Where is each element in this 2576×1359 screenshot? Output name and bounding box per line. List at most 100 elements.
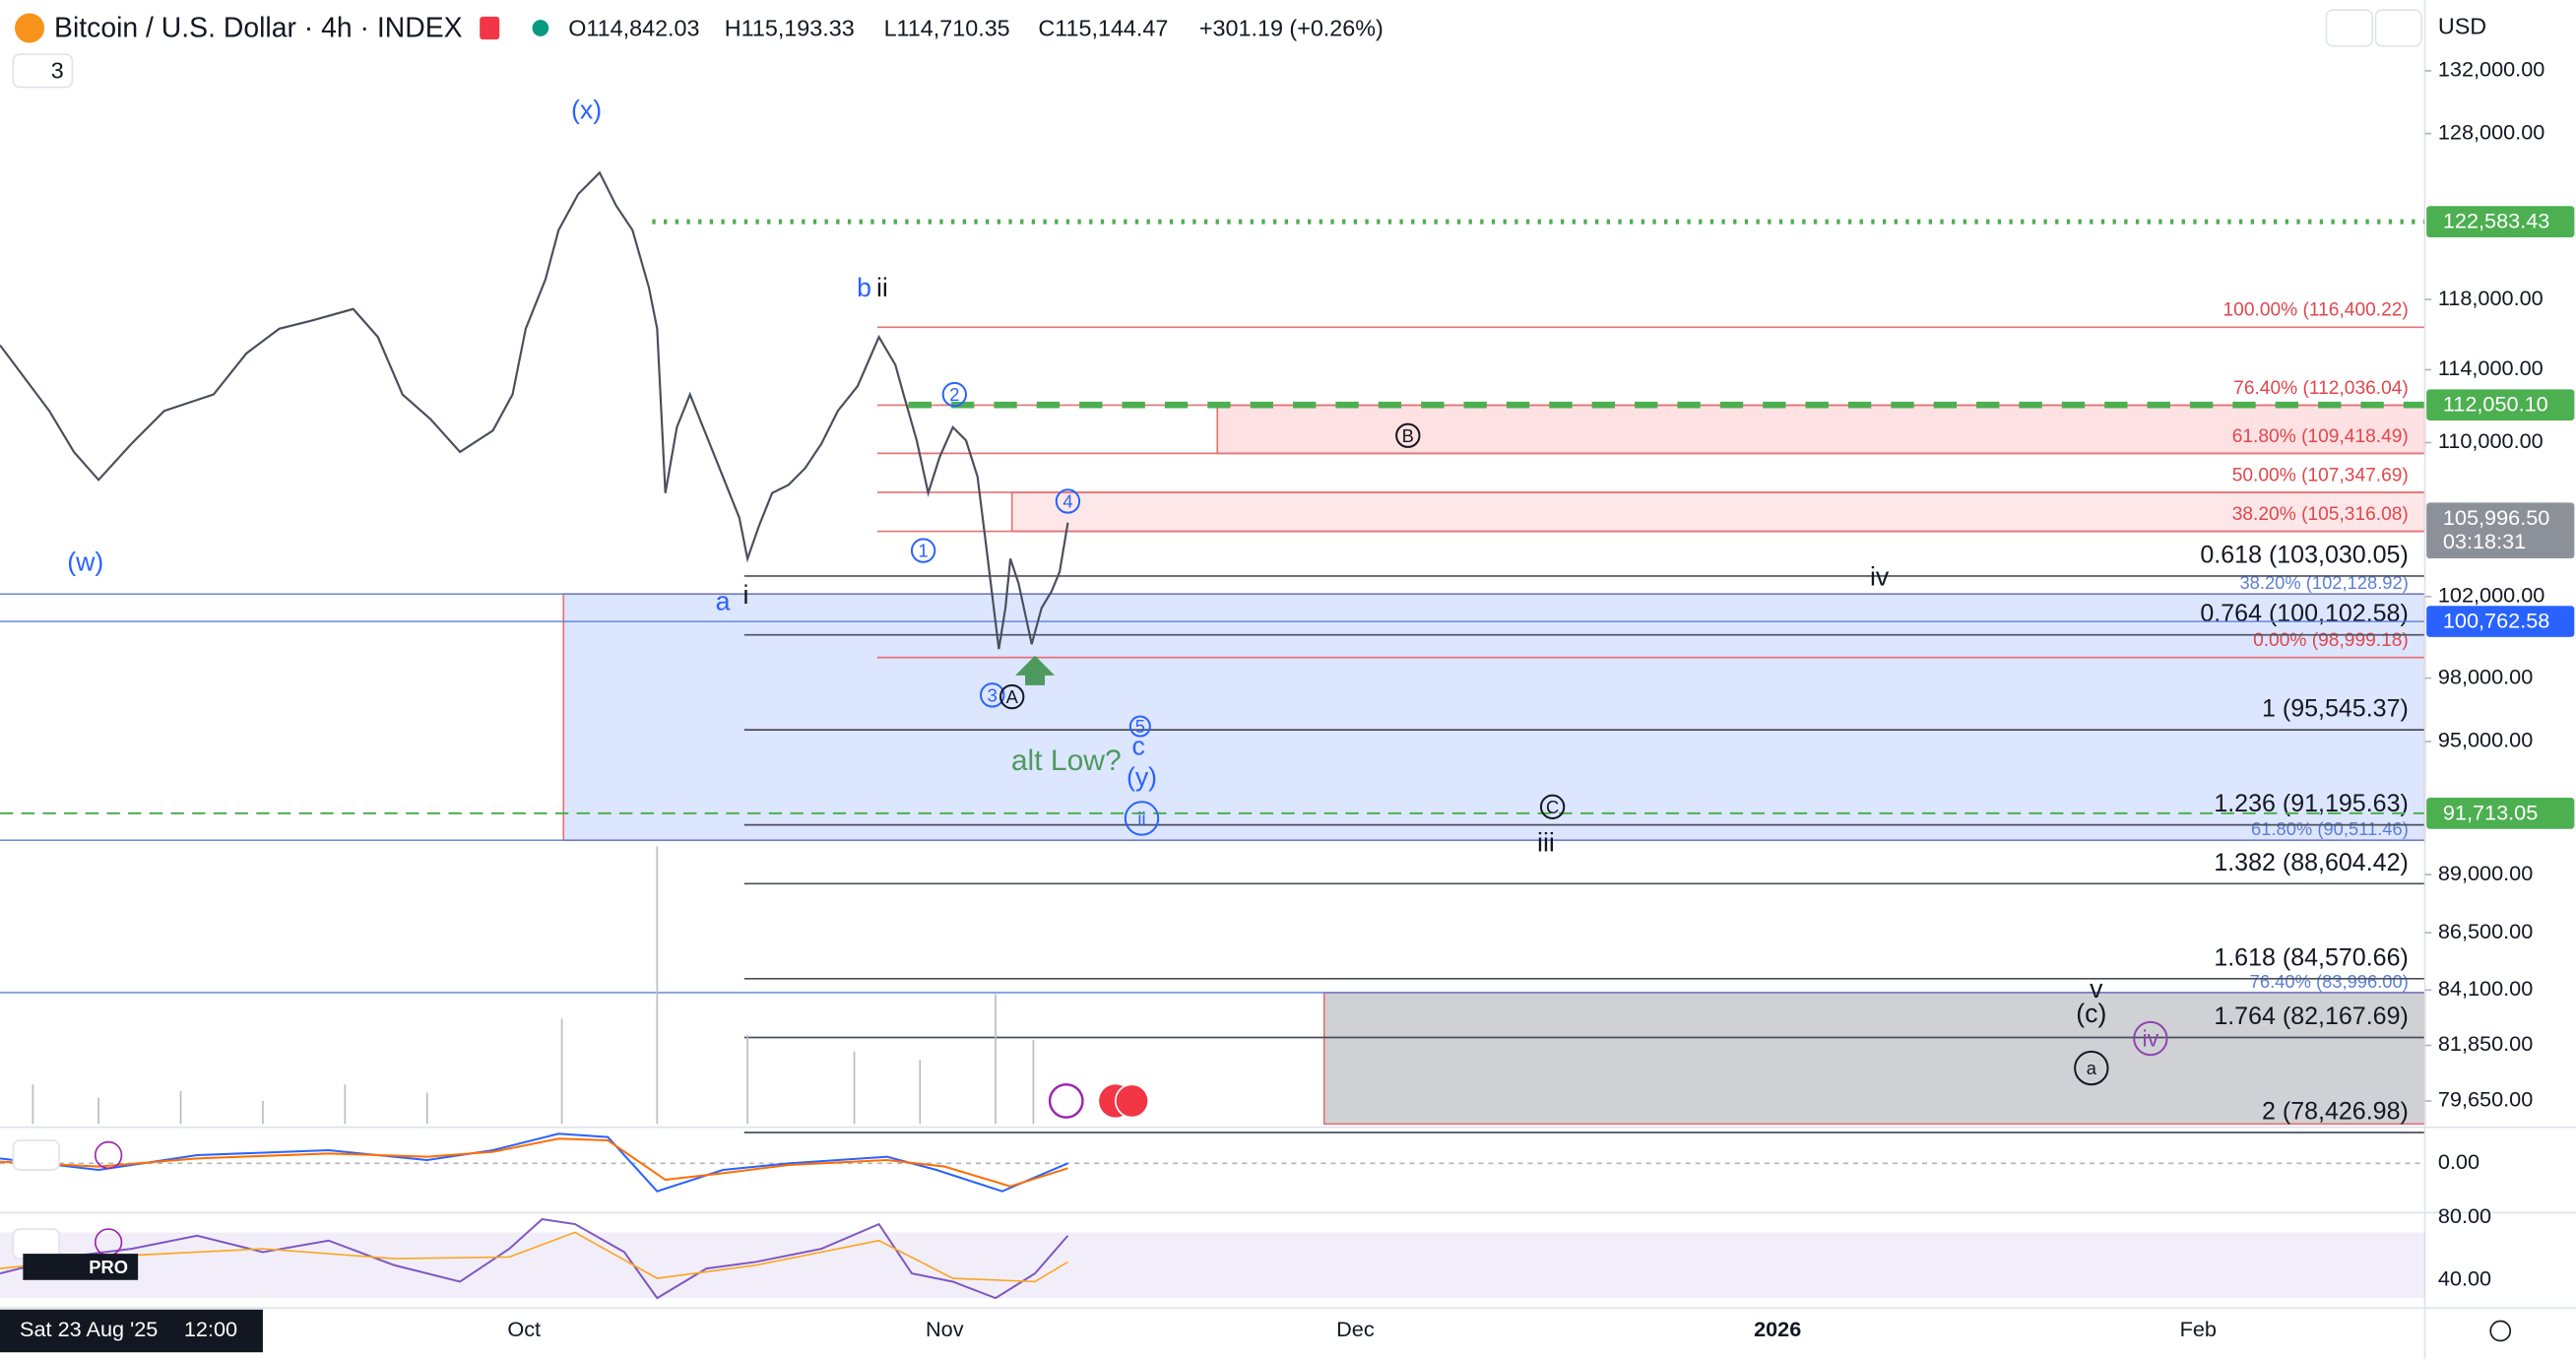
circled-label: A — [999, 683, 1025, 710]
countdown-label: 03:18:31 — [2443, 529, 2526, 553]
rsi-axis-label: 80.00 — [2438, 1203, 2491, 1228]
wave-label: ii — [876, 273, 888, 302]
circled-label: 1 — [910, 538, 936, 563]
fib-label: 61.80% (109,418.49) — [2232, 426, 2409, 447]
download-button[interactable] — [2325, 9, 2373, 47]
up-arrow — [1015, 655, 1056, 685]
price-tick-label: 84,100.00 — [2438, 976, 2533, 1001]
flag-icon[interactable] — [480, 16, 500, 40]
volume-bars — [32, 846, 1035, 1125]
ohlc-change: +301.19 (+0.26%) — [1199, 15, 1384, 40]
fullscreen-button[interactable] — [2374, 9, 2423, 47]
indicator-count: 3 — [51, 58, 64, 84]
price-tick-label: 132,000.00 — [2438, 57, 2544, 82]
price-tick-label: 98,000.00 — [2438, 664, 2533, 688]
market-status — [532, 20, 549, 36]
rsi-band — [0, 1232, 2425, 1299]
fib-label: 0.618 (103,030.05) — [2200, 542, 2408, 569]
pane-icon[interactable] — [94, 1140, 123, 1170]
fib-label: 2 (78,426.98) — [2262, 1098, 2409, 1126]
circled-text: ii — [1137, 808, 1145, 828]
rsi-line — [0, 1217, 1069, 1300]
circled-label: iv — [2133, 1020, 2168, 1057]
crosshair-time — [0, 1309, 263, 1353]
zone — [1010, 491, 2426, 533]
fib-label: 0.764 (100,102.58) — [2200, 600, 2408, 627]
fib-label: 38.20% (105,316.08) — [2232, 504, 2409, 525]
circled-label: 5 — [1128, 715, 1151, 738]
fib-label: 50.00% (107,347.69) — [2232, 465, 2409, 485]
event-icon[interactable] — [1048, 1083, 1084, 1119]
circled-label: ii — [1124, 801, 1160, 836]
wave-label: (c) — [2076, 999, 2106, 1028]
event-icon[interactable] — [1114, 1083, 1150, 1119]
circled-label: 3 — [980, 682, 1005, 708]
price-tick-label: 95,000.00 — [2438, 728, 2533, 752]
price-badge — [2426, 798, 2575, 829]
circled-label: 4 — [1055, 488, 1081, 514]
macd-axis-label: 0.00 — [2438, 1149, 2479, 1174]
circled-label: C — [1539, 794, 1566, 819]
fib-label: 61.80% (90,511.46) — [2251, 818, 2409, 839]
price-tick-label: 102,000.00 — [2438, 583, 2544, 608]
wave-label: a — [716, 586, 731, 615]
rsi-axis-label: 40.00 — [2438, 1266, 2491, 1291]
macd-line — [0, 1132, 1068, 1193]
circled-text: 4 — [1063, 490, 1072, 511]
crosshair-hour: 12:00 — [184, 1317, 237, 1341]
circled-text: a — [2087, 1058, 2097, 1078]
circled-text: iv — [2142, 1025, 2158, 1051]
price-badge-label: 112,050.10 — [2443, 392, 2548, 417]
price-badge — [2426, 606, 2575, 637]
price-tick-label: 110,000.00 — [2438, 428, 2544, 453]
time-label: Dec — [1336, 1317, 1375, 1341]
price-tick-label: 114,000.00 — [2438, 356, 2544, 380]
collapse-button[interactable] — [12, 1139, 60, 1171]
signal-line — [0, 1137, 1068, 1188]
circled-text: 3 — [988, 684, 998, 705]
circled-text: B — [1402, 425, 1414, 446]
ohlc-open: O114,842.03 — [568, 15, 699, 40]
wave-label: v — [2090, 974, 2103, 1003]
currency[interactable]: USD — [2438, 14, 2486, 39]
fib-label: 1.618 (84,570.66) — [2214, 943, 2408, 971]
fib-label: 38.20% (102,128.92) — [2239, 572, 2408, 593]
alt-low-label: alt Low? — [1011, 744, 1122, 777]
rsi-ma — [0, 1231, 1068, 1283]
price-badge-label: 105,996.50 — [2443, 505, 2549, 530]
fib-label: 1.382 (88,604.42) — [2214, 849, 2408, 876]
circled-label: 2 — [941, 381, 968, 408]
symbol-title: Bitcoin / U.S. Dollar · 4h · INDEX — [54, 13, 463, 44]
indicators-toggle[interactable] — [12, 53, 74, 89]
price-tick-label: 79,650.00 — [2438, 1087, 2533, 1112]
fib-label: 1 (95,545.37) — [2262, 695, 2409, 723]
fib-label: 1.764 (82,167.69) — [2214, 1003, 2408, 1030]
price-badge-label: 100,762.58 — [2443, 609, 2549, 633]
circled-label: a — [2074, 1050, 2109, 1086]
fib-label: 76.40% (112,036.04) — [2233, 378, 2409, 399]
price-badge — [2426, 206, 2575, 237]
price-badge — [2426, 502, 2575, 559]
time-label: Oct — [507, 1317, 541, 1341]
wave-label: (x) — [571, 96, 602, 125]
circled-text: 5 — [1135, 716, 1145, 737]
settings-button[interactable] — [2489, 1320, 2512, 1342]
price-line — [0, 170, 1069, 650]
circled-text: 2 — [949, 384, 959, 405]
logo-text: PRO — [89, 1257, 128, 1277]
wave-label: (w) — [67, 547, 103, 576]
wave-label: b — [857, 273, 871, 302]
wave-label: i — [742, 580, 748, 610]
price-tick-label: 118,000.00 — [2438, 286, 2544, 310]
time-label: Nov — [926, 1317, 964, 1341]
price-tick-label: 89,000.00 — [2438, 861, 2533, 885]
ohlc-high: H115,193.33 — [725, 15, 855, 40]
bitcoin-icon — [15, 13, 45, 43]
time-label: Feb — [2180, 1317, 2217, 1341]
fib-label: 0.00% (98,999.18) — [2253, 630, 2409, 651]
wave-label: (y) — [1127, 762, 1157, 792]
tv-logo[interactable] — [23, 1254, 139, 1280]
price-badge-label: 91,713.05 — [2443, 800, 2538, 824]
time-label: 2026 — [1754, 1317, 1801, 1341]
ohlc-close: C115,144.47 — [1038, 15, 1168, 40]
